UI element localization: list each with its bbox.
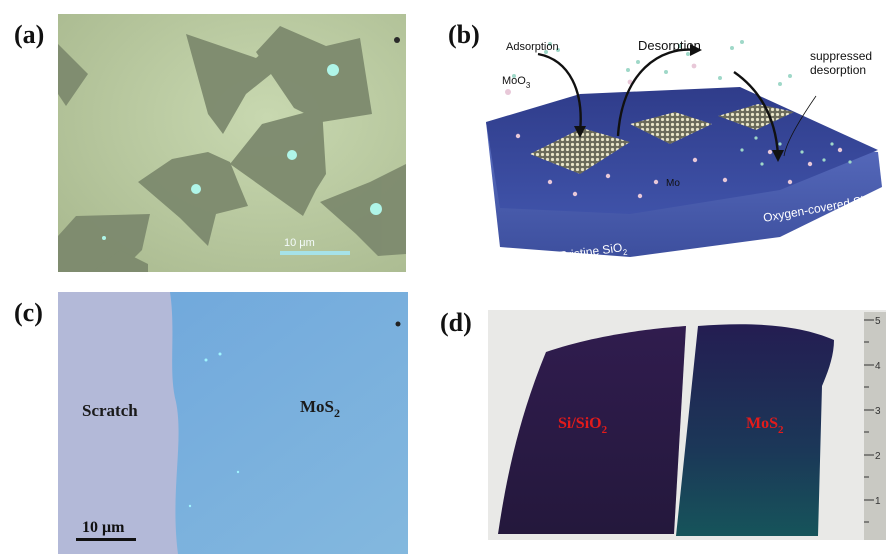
adsorbed-flake (530, 128, 630, 174)
panel-b-schematic: Adsorption Desorption suppressed desorpt… (480, 32, 884, 278)
mo-label: Mo (666, 178, 680, 189)
scratch-label: Scratch (82, 401, 138, 420)
panel-label-d: (d) (440, 308, 472, 337)
ruler-number: 4 (875, 361, 881, 372)
scale-bar (280, 251, 350, 255)
panel-label-c: (c) (14, 298, 43, 327)
suppressed-label-line1: suppressed (810, 49, 872, 63)
right-flake (718, 104, 794, 130)
mos2-label-d: MoS2 (746, 415, 784, 436)
panel-c-micrograph: Scratch MoS2 10 μm (58, 292, 408, 554)
scratch-region (58, 292, 179, 554)
ruler-number: 2 (875, 451, 881, 462)
mos2-label-c: MoS2 (300, 397, 340, 420)
panel-a-image: 10 μm (58, 14, 406, 272)
panel-d-photo: 5 4 3 2 1 Si/SiO2 MoS2 (488, 310, 886, 540)
panel-label-b: (b) (448, 20, 480, 49)
panel-a-micrograph: 10 μm (58, 14, 406, 272)
ruler (864, 312, 886, 540)
scale-bar-c (76, 538, 136, 541)
desorption-label: Desorption (638, 38, 701, 53)
wafer-si-sio2 (498, 326, 686, 534)
middle-flake (630, 112, 712, 144)
adsorption-label: Adsorption (506, 41, 559, 53)
panel-c-image: Scratch MoS2 10 μm (58, 292, 408, 554)
wafer-mos2 (676, 324, 834, 536)
scale-bar-label: 10 μm (284, 237, 315, 249)
moo3-label: MoO3 (502, 75, 531, 90)
suppressed-label-line2: desorption (810, 63, 866, 77)
panel-d-image: 5 4 3 2 1 Si/SiO2 MoS2 (488, 310, 886, 540)
panel-label-a: (a) (14, 20, 45, 49)
ruler-number: 1 (875, 496, 881, 507)
sio2-label: Si/SiO2 (558, 415, 608, 436)
substrate-top (486, 87, 878, 214)
scale-bar-label-c: 10 μm (82, 519, 125, 536)
panel-b-diagram: Adsorption Desorption suppressed desorpt… (486, 38, 882, 263)
ruler-number: 3 (875, 406, 881, 417)
ruler-number: 5 (875, 316, 881, 327)
